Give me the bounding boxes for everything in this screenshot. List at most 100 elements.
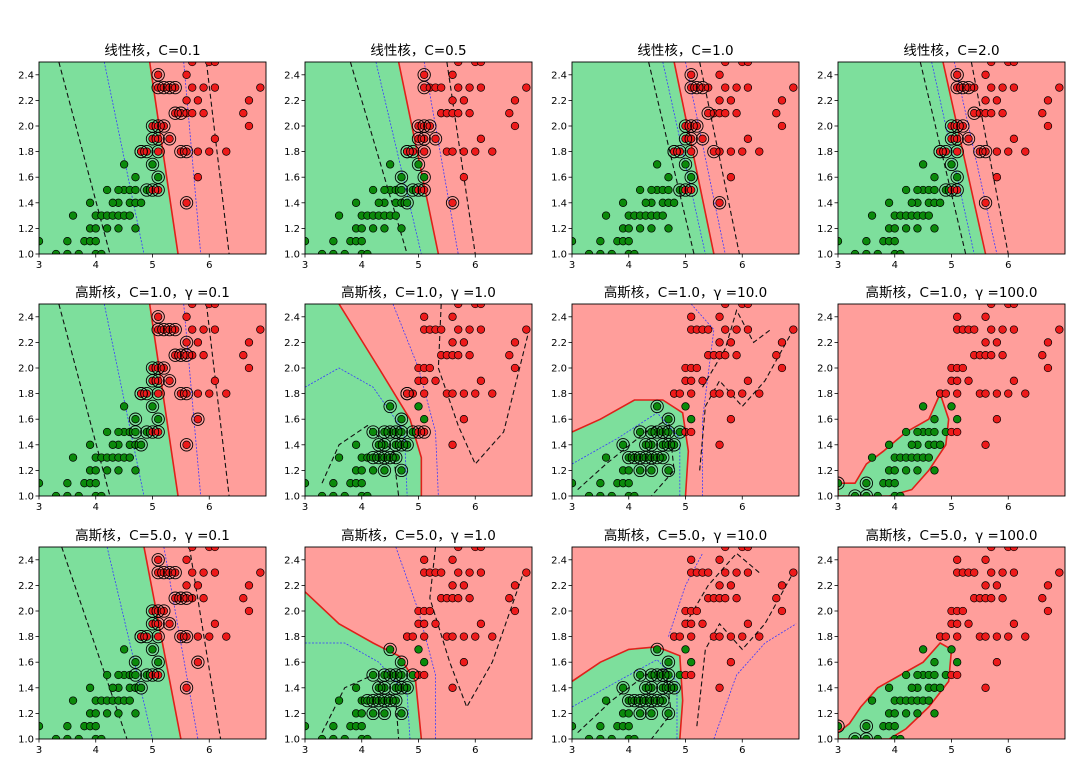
red-data-point (721, 568, 730, 577)
red-data-point (182, 632, 191, 641)
green-data-point (68, 696, 78, 705)
red-data-point (465, 325, 474, 334)
y-tick-label: 2.0 (551, 364, 567, 375)
red-data-point (408, 389, 417, 398)
green-data-point (884, 683, 894, 692)
y-tick-label: 2.0 (817, 364, 833, 375)
red-data-point (256, 325, 265, 334)
y-tick-label: 1.4 (284, 683, 300, 694)
support-vector-ring (633, 425, 647, 439)
green-data-point (63, 237, 72, 246)
red-data-point (210, 83, 220, 92)
support-vector-ring (707, 144, 721, 159)
red-data-point (675, 389, 684, 398)
support-vector-ring (383, 668, 397, 682)
red-data-point (510, 606, 520, 616)
subplot-title: 高斯核，C=1.0，γ =1.0 (341, 284, 496, 301)
green-data-point (918, 645, 928, 654)
red-data-point (772, 351, 781, 360)
green-data-point (397, 415, 406, 424)
green-data-point (91, 722, 100, 731)
red-data-point (953, 619, 962, 628)
green-data-point (329, 237, 338, 246)
margin-line (699, 329, 794, 471)
green-data-point (862, 237, 871, 246)
red-data-point (448, 338, 457, 347)
green-data-point (601, 453, 611, 462)
x-tick-label: 4 (892, 260, 898, 271)
y-tick-label: 1.8 (817, 147, 833, 158)
green-data-point (131, 466, 140, 475)
red-data-point (726, 147, 736, 156)
green-data-point (420, 415, 429, 424)
green-data-point (351, 683, 361, 692)
support-vector-ring (417, 425, 431, 439)
support-vector-ring (383, 450, 397, 465)
y-tick-label: 1.6 (551, 658, 567, 669)
x-tick-label: 6 (206, 745, 212, 756)
support-vector-ring (684, 68, 698, 82)
red-data-point (981, 312, 990, 321)
red-data-point (193, 658, 203, 667)
red-data-point (182, 389, 191, 398)
green-data-point (380, 185, 389, 195)
support-vector-ring (978, 196, 993, 210)
support-vector-ring (372, 681, 386, 695)
red-data-point (721, 109, 730, 118)
support-vector-ring (383, 693, 397, 708)
red-data-point (732, 109, 741, 118)
support-vector-ring (616, 438, 630, 452)
red-data-point (726, 389, 736, 398)
red-data-point (998, 325, 1007, 334)
green-data-point (148, 645, 157, 654)
support-vector-ring (650, 450, 664, 465)
green-data-point (664, 658, 673, 667)
green-data-point (148, 402, 157, 411)
green-data-point (641, 440, 650, 449)
green-data-point (635, 427, 645, 437)
subplot-5: 3 4 5 6 1.0 1.2 1.4 1.6 1.8 2.0 2.2 2.4 高斯核，C=1.0，γ … (18, 284, 267, 513)
red-data-point (941, 632, 950, 641)
y-tick-label: 1.0 (817, 250, 833, 261)
red-data-point (154, 389, 163, 398)
margin-line (577, 418, 675, 496)
green-data-point (114, 224, 123, 233)
green-data-point (601, 211, 611, 220)
red-data-point (256, 83, 265, 92)
red-data-point (448, 683, 457, 692)
red-data-point (459, 338, 469, 347)
subplot-6: 3 4 5 6 1.0 1.2 1.4 1.6 1.8 2.0 2.2 2.4 高斯核，C=1.0，γ … (284, 284, 533, 513)
green-data-point (108, 683, 117, 692)
red-data-point (459, 581, 469, 590)
x-tick-label: 3 (302, 260, 308, 271)
y-tick-label: 2.2 (284, 581, 300, 592)
red-data-point (953, 632, 962, 641)
green-data-point (403, 440, 412, 449)
support-vector-ring (622, 450, 636, 465)
green-data-point (102, 185, 112, 195)
x-tick-label: 3 (569, 502, 575, 513)
margin-line (702, 308, 771, 388)
inner-contour-line (106, 547, 153, 739)
support-vector-ring (366, 425, 380, 439)
green-data-point (862, 734, 871, 739)
support-vector-ring (838, 719, 845, 733)
green-data-point (380, 670, 389, 680)
red-data-point (448, 147, 457, 156)
green-data-point (624, 237, 633, 246)
green-data-point (114, 466, 123, 475)
red-data-point (953, 389, 962, 398)
red-data-point (205, 389, 214, 398)
y-tick-label: 2.2 (551, 581, 567, 592)
support-vector-ring (644, 425, 659, 439)
green-data-point (930, 427, 939, 437)
support-vector-ring (179, 629, 194, 644)
support-vector-ring (661, 655, 676, 669)
green-data-point (125, 696, 134, 705)
red-data-point (159, 121, 169, 131)
green-data-point (114, 670, 123, 680)
x-tick-label: 3 (835, 260, 841, 271)
red-data-point (420, 427, 429, 437)
red-data-point (193, 415, 203, 424)
decision-boundary (942, 62, 987, 254)
